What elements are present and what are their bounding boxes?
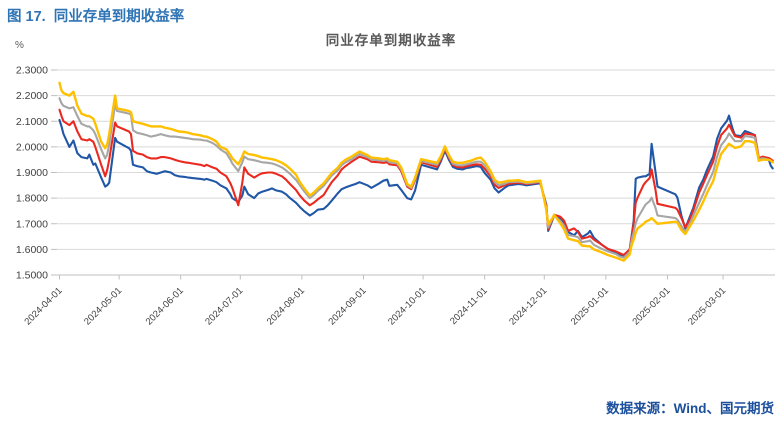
series-line-0 (58, 114, 774, 258)
x-tick-label: 2025-02-01 (630, 285, 672, 327)
x-tick-label: 2024-07-01 (203, 285, 245, 327)
y-tick-label: 2.1000 (16, 116, 48, 128)
y-tick-label: 1.6000 (16, 244, 48, 256)
series-line-3 (58, 81, 774, 262)
y-tick-label: 2.3000 (16, 65, 48, 77)
figure-label: 图 17. 同业存单到期收益率 (7, 9, 185, 25)
y-tick-label: 1.8000 (16, 193, 48, 205)
y-tick-label: 2.2000 (16, 90, 48, 102)
data-source-note: 数据来源：Wind、国元期货 (606, 401, 774, 416)
x-tick-label: 2024-09-01 (326, 285, 368, 327)
chart-title: 同业存单到期收益率 (325, 33, 457, 48)
y-tick-label: 1.7000 (16, 218, 48, 230)
x-tick-label: 2024-05-01 (82, 285, 124, 327)
x-tick-label: 2025-01-01 (569, 285, 611, 327)
x-tick-label: 2024-12-01 (507, 285, 549, 327)
x-tick-label: 2024-10-01 (386, 285, 428, 327)
chart-canvas: 2.3000 2.2000 2.1000 2.0000 1.9000 1.8000 1.70… (16, 65, 775, 327)
x-tick-label: 2025-03-01 (686, 285, 728, 327)
x-tick-label: 2024-04-01 (22, 285, 64, 327)
legend: 中国:同业存单到期收益率(AAA):3个月 中国:同业存单到期收益率(AAA):… (0, 356, 782, 394)
y-tick-label: 2.0000 (16, 141, 48, 153)
y-tick-label: 1.9000 (16, 167, 48, 179)
y-tick-label: 1.5000 (16, 270, 48, 282)
y-axis-unit-label: % (15, 40, 24, 51)
x-tick-label: 2024-06-01 (144, 285, 186, 327)
x-tick-label: 2024-11-01 (448, 285, 490, 327)
x-tick-label: 2024-08-01 (265, 285, 307, 327)
